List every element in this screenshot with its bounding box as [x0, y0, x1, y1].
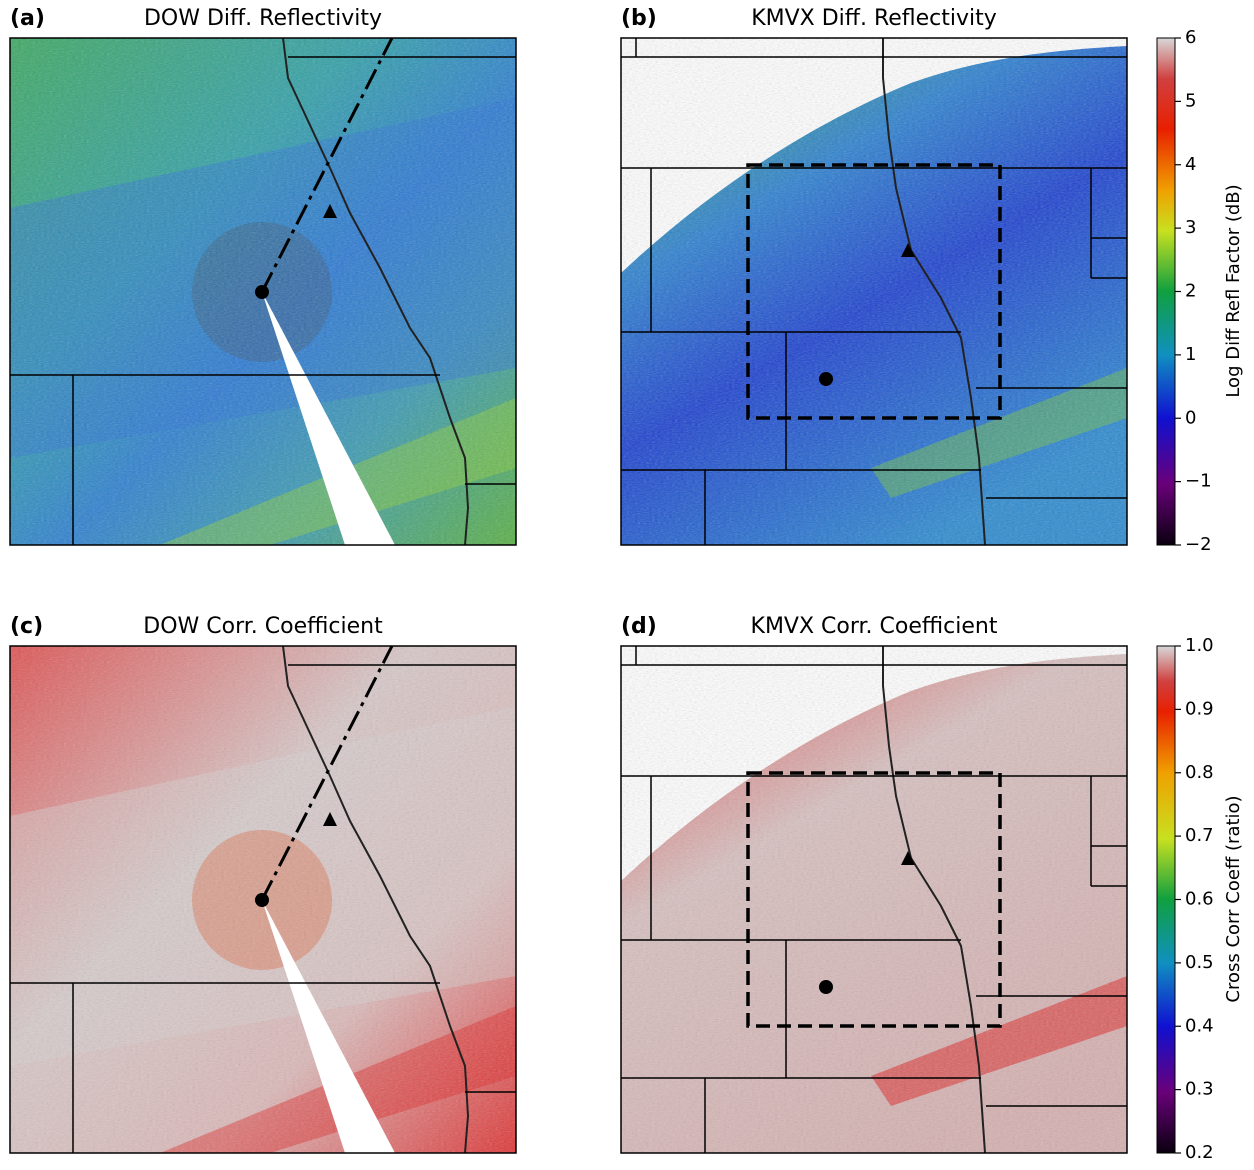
colorbar-tick-label: −1	[1185, 471, 1212, 492]
colorbar-tick-label: 0	[1185, 407, 1196, 428]
colorbar-tick-label: 0.2	[1185, 1142, 1214, 1163]
radar-panel	[621, 646, 1127, 1153]
radar-field	[10, 38, 516, 545]
panel-title: KMVX Corr. Coefficient	[751, 614, 998, 639]
radar-site	[819, 372, 833, 386]
colorbar-label: Cross Corr Coeff (ratio)	[1223, 795, 1244, 1002]
speckle	[621, 38, 1127, 545]
colorbar-tick-label: 2	[1185, 281, 1196, 302]
colorbar-tick-label: 0.5	[1185, 952, 1214, 973]
colorbar	[1157, 646, 1175, 1153]
colorbar-label: Log Diff Refl Factor (dB)	[1223, 184, 1244, 397]
radar-field	[621, 646, 1127, 1153]
colorbar-tick-label: 6	[1185, 27, 1196, 48]
colorbar-tick-label: 0.8	[1185, 762, 1214, 783]
panel-label: (b)	[621, 6, 657, 31]
radar-site	[255, 285, 269, 299]
colorbar-tick-label: 1	[1185, 344, 1196, 365]
panel-label: (d)	[621, 614, 657, 639]
radar-field	[621, 38, 1127, 545]
radar-site	[819, 980, 833, 994]
radar-panel	[10, 38, 516, 545]
colorbar-tick-label: 0.9	[1185, 698, 1214, 719]
radar-field	[10, 646, 516, 1153]
panel-label: (a)	[10, 6, 45, 31]
radar-site	[255, 893, 269, 907]
speckle	[621, 646, 1127, 1153]
colorbar-tick-label: 4	[1185, 154, 1196, 175]
radar-panel	[10, 646, 516, 1153]
panel-title: DOW Corr. Coefficient	[143, 614, 383, 639]
panel-label: (c)	[10, 614, 43, 639]
colorbar-tick-label: −2	[1185, 534, 1212, 555]
colorbar-tick-label: 0.7	[1185, 825, 1214, 846]
colorbar-tick-label: 0.6	[1185, 889, 1214, 910]
colorbar-tick-label: 5	[1185, 90, 1196, 111]
colorbar-tick-label: 0.4	[1185, 1015, 1214, 1036]
panel-title: DOW Diff. Reflectivity	[144, 6, 382, 31]
figure: (a) DOW Diff. Reflectivity (b) KMVX Diff…	[0, 0, 1254, 1166]
colorbar-tick-label: 1.0	[1185, 635, 1214, 656]
radar-panel	[621, 38, 1127, 545]
colorbar	[1157, 38, 1175, 545]
panel-title: KMVX Diff. Reflectivity	[751, 6, 997, 31]
colorbar-tick-label: 3	[1185, 217, 1196, 238]
colorbar-tick-label: 0.3	[1185, 1079, 1214, 1100]
